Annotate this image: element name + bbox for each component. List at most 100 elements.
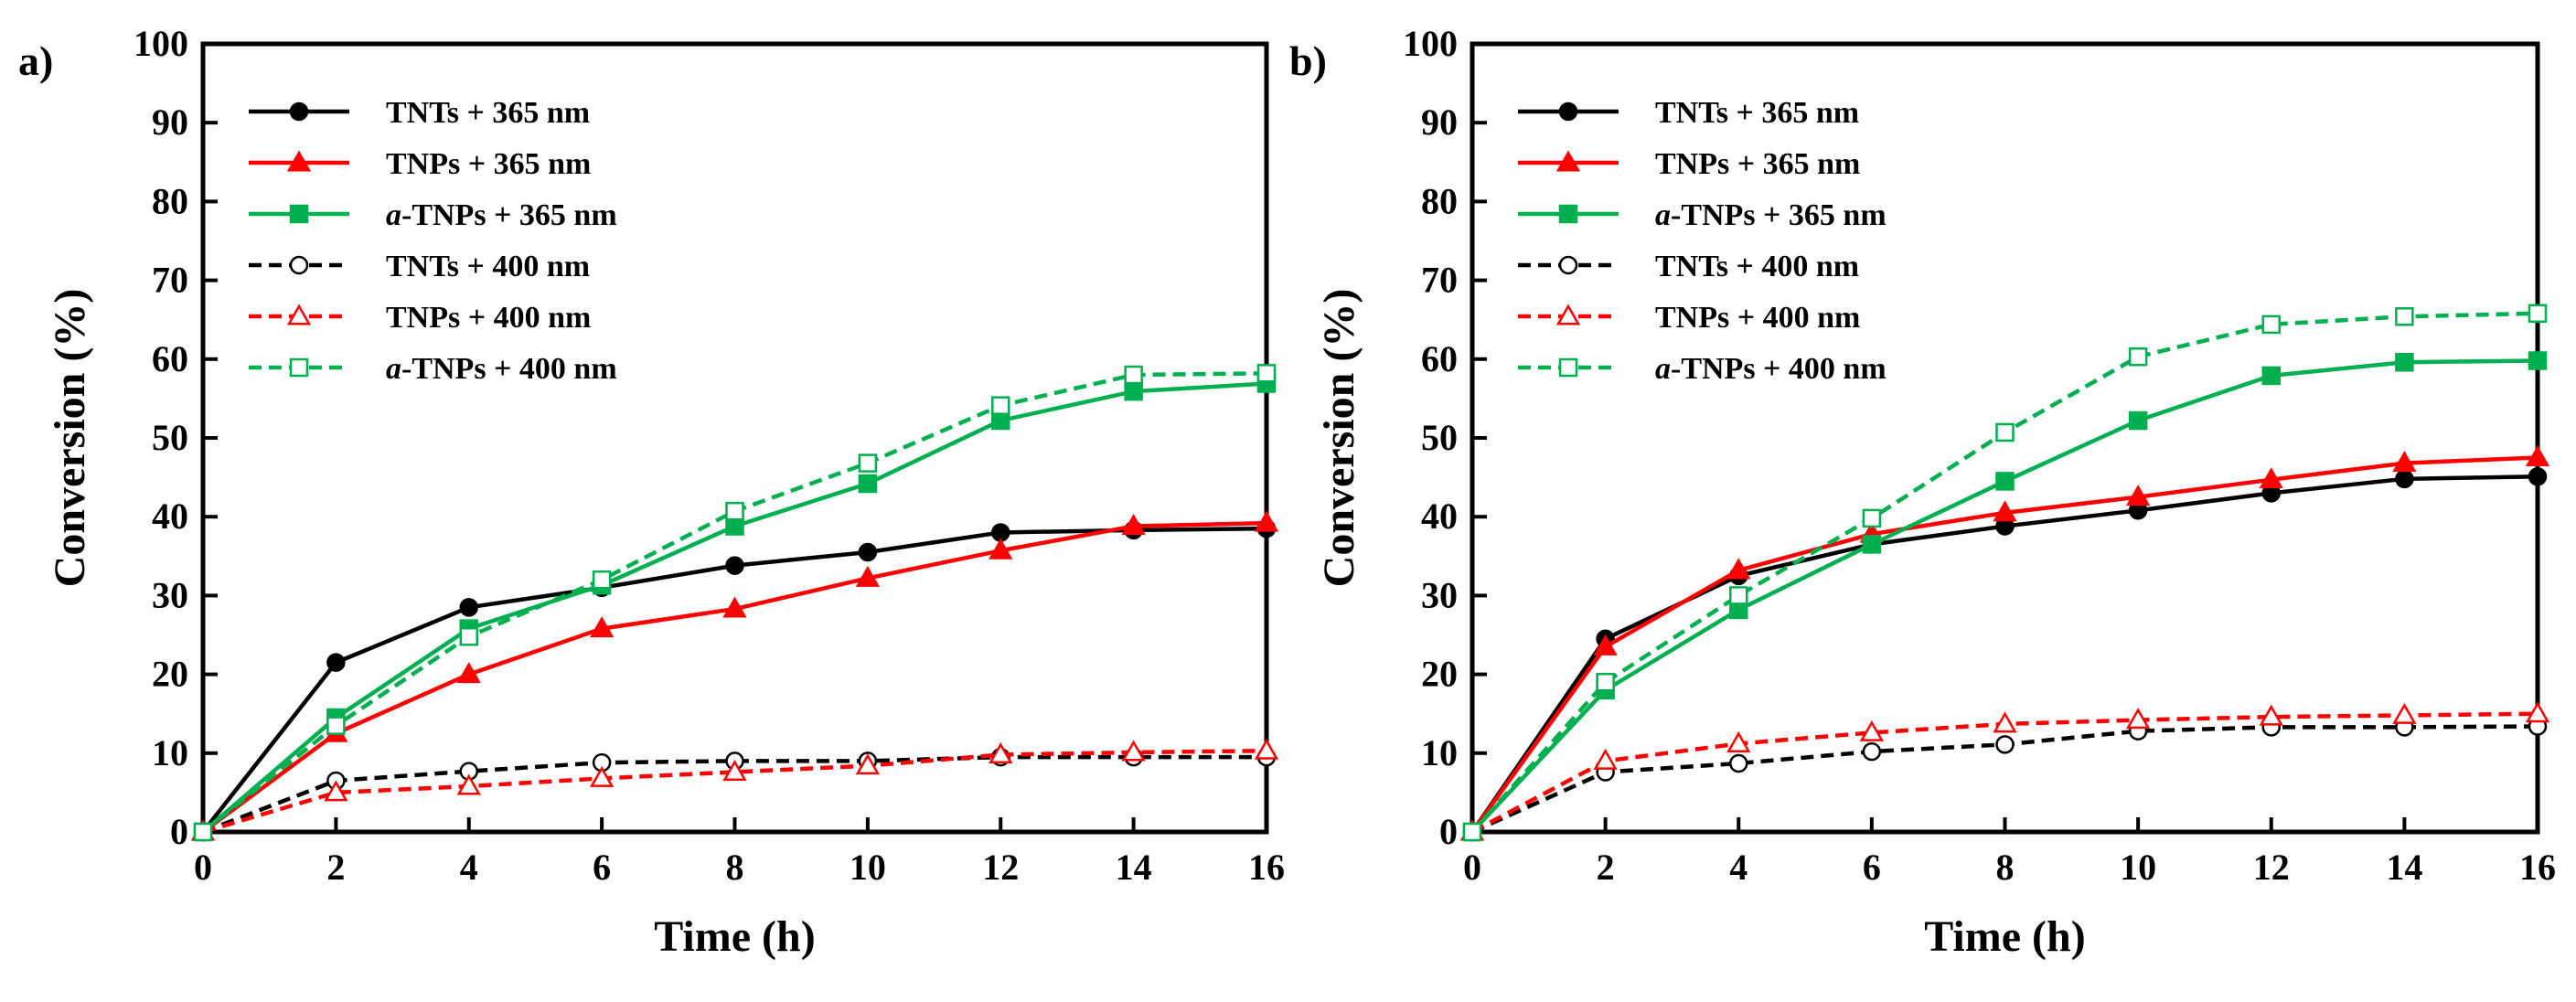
data-point xyxy=(1993,500,2017,522)
y-tick-label: 60 xyxy=(1421,338,1458,379)
x-tick-label: 14 xyxy=(1116,847,1152,888)
x-tick-label: 4 xyxy=(1729,847,1748,888)
y-tick-label: 40 xyxy=(1421,496,1458,537)
y-tick-label: 0 xyxy=(1439,811,1458,852)
data-point xyxy=(326,716,346,735)
legend: TNTs + 365 nm TNPs + 365 nm a-TNPs + 365 n… xyxy=(1518,96,1887,386)
x-tick-label: 6 xyxy=(593,847,611,888)
y-tick-label: 50 xyxy=(1421,417,1458,458)
data-point xyxy=(855,565,881,587)
data-point xyxy=(2528,351,2548,370)
legend-label: TNPs + 365 nm xyxy=(386,147,591,181)
data-point xyxy=(2525,445,2550,467)
series-a-tnps-400-nm xyxy=(193,364,1277,842)
data-point xyxy=(989,538,1013,560)
x-tick-label: 10 xyxy=(850,847,886,888)
data-point xyxy=(1593,748,1618,770)
data-point xyxy=(1254,510,1279,532)
data-point xyxy=(1596,672,1615,692)
data-point xyxy=(1995,472,2015,491)
legend-marker xyxy=(1558,204,1578,224)
y-tick-label: 20 xyxy=(152,654,188,695)
chart-panel-b: 0 10 20 30 40 50 60 70 80 90 100 0 2 4 6 8 10 12 14 16 Time … xyxy=(1315,23,2556,961)
legend-marker xyxy=(289,255,309,275)
series-a-tnps-400-nm xyxy=(1462,304,2548,842)
data-point xyxy=(725,501,744,521)
chart-panel-a: 0 10 20 30 40 50 60 70 80 90 100 0 2 4 6 8 10 12 14 16 Time … xyxy=(46,23,1285,961)
data-point xyxy=(1862,535,1882,554)
data-point xyxy=(459,626,478,646)
data-point xyxy=(1121,740,1146,762)
plot-area-frame xyxy=(200,41,1269,835)
data-point xyxy=(2259,704,2283,726)
x-tick-label: 12 xyxy=(982,847,1019,888)
data-point xyxy=(1254,738,1279,760)
y-tick-label: 80 xyxy=(152,180,188,221)
y-axis-title: Conversion (%) xyxy=(1315,289,1363,588)
legend-marker xyxy=(1558,101,1578,122)
data-point xyxy=(1256,364,1277,383)
series-line xyxy=(1470,311,2539,834)
series-tnts-365-nm xyxy=(193,518,1277,842)
legend-marker xyxy=(289,204,309,224)
data-point xyxy=(1859,720,1885,741)
data-point xyxy=(1993,711,2017,733)
data-point xyxy=(2125,485,2151,506)
x-tick-label: 4 xyxy=(460,847,478,888)
data-point xyxy=(858,542,878,562)
data-point xyxy=(1729,586,1748,605)
data-point xyxy=(1995,422,2015,442)
x-tick-label: 10 xyxy=(2120,847,2156,888)
y-tick-label: 20 xyxy=(1421,654,1458,695)
data-point xyxy=(722,759,747,781)
series-tnps-365-nm xyxy=(1459,445,2550,841)
y-tick-label: 70 xyxy=(1421,260,1458,301)
data-point xyxy=(1124,381,1143,401)
data-point xyxy=(722,596,747,618)
y-tick-label: 10 xyxy=(152,732,188,773)
y-tick-label: 100 xyxy=(134,23,188,64)
data-point xyxy=(2392,451,2417,473)
data-point xyxy=(858,453,878,473)
data-point xyxy=(2392,702,2417,724)
data-point xyxy=(589,616,615,638)
data-point xyxy=(324,780,348,802)
data-point xyxy=(991,523,1010,542)
data-point xyxy=(858,474,878,494)
panel-label-b: b) xyxy=(1289,37,1327,84)
x-tick-label: 2 xyxy=(1597,847,1615,888)
y-tick-label: 90 xyxy=(152,101,188,143)
series-tnts-365-nm xyxy=(1462,466,2548,842)
x-axis-title: Time (h) xyxy=(654,912,815,961)
data-point xyxy=(855,753,881,775)
data-point xyxy=(589,765,615,787)
y-tick-label: 30 xyxy=(152,574,188,615)
legend-marker xyxy=(1558,255,1578,275)
data-point xyxy=(193,822,213,842)
y-axis-title: Conversion (%) xyxy=(46,289,94,588)
series-a-tnps-365-nm xyxy=(1462,351,2548,842)
data-point xyxy=(2395,352,2414,372)
series-tnps-400-nm xyxy=(1459,701,2550,841)
data-point xyxy=(1593,634,1618,656)
data-point xyxy=(2261,366,2281,386)
data-point xyxy=(456,662,481,684)
legend-label: a-TNPs + 365 nm xyxy=(386,198,617,232)
y-tick-label: 80 xyxy=(1421,180,1458,221)
legend-marker xyxy=(1558,357,1578,378)
data-point xyxy=(1729,753,1748,773)
y-tick-label: 0 xyxy=(170,811,188,852)
legend-label: a-TNPs + 365 nm xyxy=(1655,198,1887,232)
x-tick-label: 0 xyxy=(194,847,212,888)
data-point xyxy=(991,396,1010,415)
legend-label: TNTs + 400 nm xyxy=(386,250,590,283)
legend-marker xyxy=(286,304,312,325)
data-point xyxy=(2128,346,2148,367)
x-tick-label: 8 xyxy=(726,847,744,888)
data-point xyxy=(1862,741,1882,762)
data-point xyxy=(2125,708,2151,730)
x-tick-label: 12 xyxy=(2253,847,2290,888)
data-point xyxy=(725,556,744,575)
y-tick-label: 70 xyxy=(152,260,188,301)
